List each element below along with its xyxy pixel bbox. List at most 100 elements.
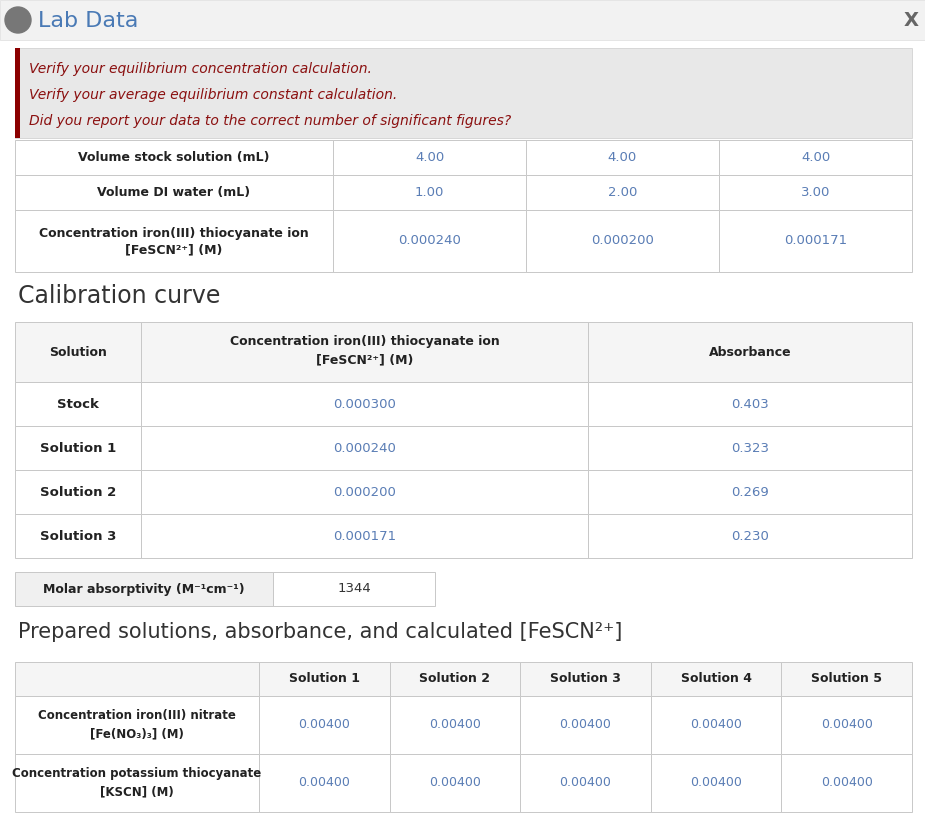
- Text: Stock: Stock: [57, 397, 99, 411]
- Bar: [15, 48, 912, 138]
- Bar: [526, 210, 719, 272]
- Text: 0.230: 0.230: [731, 529, 769, 543]
- Text: Solution 3: Solution 3: [40, 529, 117, 543]
- Text: [Fe(NO₃)₃] (M): [Fe(NO₃)₃] (M): [90, 727, 184, 741]
- Text: [KSCN] (M): [KSCN] (M): [100, 785, 174, 799]
- Bar: [526, 140, 719, 175]
- Text: 0.00400: 0.00400: [299, 718, 351, 732]
- Text: 4.00: 4.00: [801, 151, 830, 164]
- Bar: [15, 426, 141, 470]
- Text: 3.00: 3.00: [801, 186, 831, 199]
- Text: 0.000200: 0.000200: [591, 234, 654, 248]
- Text: Solution 1: Solution 1: [289, 673, 360, 685]
- Bar: [588, 382, 912, 426]
- Text: Concentration potassium thiocyanate: Concentration potassium thiocyanate: [12, 768, 262, 780]
- Text: 0.000240: 0.000240: [398, 234, 461, 248]
- Text: Verify your average equilibrium constant calculation.: Verify your average equilibrium constant…: [29, 88, 397, 102]
- Text: 2.00: 2.00: [608, 186, 637, 199]
- Text: 4.00: 4.00: [415, 151, 444, 164]
- Text: 0.403: 0.403: [732, 397, 769, 411]
- Bar: [333, 210, 526, 272]
- Text: [FeSCN²⁺] (M): [FeSCN²⁺] (M): [125, 244, 223, 256]
- Bar: [141, 322, 588, 382]
- Text: Lab Data: Lab Data: [38, 11, 139, 31]
- Bar: [719, 140, 912, 175]
- Bar: [273, 572, 435, 606]
- Text: Absorbance: Absorbance: [709, 345, 792, 359]
- Text: 0.000300: 0.000300: [333, 397, 396, 411]
- Bar: [141, 470, 588, 514]
- Bar: [259, 662, 389, 696]
- Bar: [389, 696, 520, 754]
- Text: Solution 2: Solution 2: [419, 673, 490, 685]
- Text: 1.00: 1.00: [414, 186, 444, 199]
- Bar: [651, 662, 782, 696]
- Text: Solution 2: Solution 2: [40, 486, 117, 498]
- Text: 0.000200: 0.000200: [333, 486, 396, 498]
- Text: Volume stock solution (mL): Volume stock solution (mL): [79, 151, 270, 164]
- Bar: [520, 754, 651, 812]
- Text: Solution 1: Solution 1: [40, 442, 117, 454]
- Text: Solution 4: Solution 4: [681, 673, 752, 685]
- Bar: [588, 426, 912, 470]
- Bar: [15, 48, 20, 138]
- Bar: [15, 470, 141, 514]
- Text: 0.000240: 0.000240: [333, 442, 396, 454]
- Text: 0.269: 0.269: [732, 486, 769, 498]
- Bar: [15, 514, 141, 558]
- Text: Molar absorptivity (M⁻¹cm⁻¹): Molar absorptivity (M⁻¹cm⁻¹): [43, 582, 245, 596]
- Text: Concentration iron(III) thiocyanate ion: Concentration iron(III) thiocyanate ion: [229, 335, 500, 349]
- Bar: [651, 754, 782, 812]
- Bar: [588, 514, 912, 558]
- Bar: [389, 662, 520, 696]
- Text: 4.00: 4.00: [608, 151, 637, 164]
- Text: Prepared solutions, absorbance, and calculated [FeSCN²⁺]: Prepared solutions, absorbance, and calc…: [18, 622, 623, 642]
- Text: 0.00400: 0.00400: [690, 718, 742, 732]
- Text: 1344: 1344: [337, 582, 371, 596]
- Bar: [389, 754, 520, 812]
- Bar: [141, 514, 588, 558]
- Text: 0.000171: 0.000171: [784, 234, 847, 248]
- Text: Concentration iron(III) nitrate: Concentration iron(III) nitrate: [38, 710, 236, 722]
- Text: 0.00400: 0.00400: [690, 776, 742, 790]
- Text: Verify your equilibrium concentration calculation.: Verify your equilibrium concentration ca…: [29, 62, 372, 76]
- Bar: [15, 696, 259, 754]
- Bar: [782, 696, 912, 754]
- Text: 0.00400: 0.00400: [299, 776, 351, 790]
- Bar: [15, 662, 259, 696]
- Text: 0.00400: 0.00400: [560, 718, 611, 732]
- Circle shape: [5, 7, 31, 33]
- Text: 0.00400: 0.00400: [820, 718, 872, 732]
- Bar: [15, 754, 259, 812]
- Text: Did you report your data to the correct number of significant figures?: Did you report your data to the correct …: [29, 114, 512, 128]
- Text: Solution 5: Solution 5: [811, 673, 882, 685]
- Bar: [526, 175, 719, 210]
- Text: [FeSCN²⁺] (M): [FeSCN²⁺] (M): [316, 354, 413, 366]
- Bar: [259, 754, 389, 812]
- Bar: [15, 322, 141, 382]
- Bar: [520, 696, 651, 754]
- Bar: [15, 572, 273, 606]
- Text: 0.00400: 0.00400: [429, 718, 481, 732]
- Text: 0.00400: 0.00400: [820, 776, 872, 790]
- Bar: [0, 0, 925, 40]
- Bar: [15, 382, 141, 426]
- Bar: [333, 140, 526, 175]
- Text: Concentration iron(III) thiocyanate ion: Concentration iron(III) thiocyanate ion: [39, 227, 309, 239]
- Bar: [782, 662, 912, 696]
- Bar: [15, 140, 333, 175]
- Text: Calibration curve: Calibration curve: [18, 284, 220, 308]
- Bar: [141, 382, 588, 426]
- Bar: [719, 210, 912, 272]
- Text: Solution: Solution: [49, 345, 107, 359]
- Text: Volume DI water (mL): Volume DI water (mL): [97, 186, 251, 199]
- Bar: [520, 662, 651, 696]
- Bar: [15, 210, 333, 272]
- Bar: [588, 322, 912, 382]
- Text: 0.00400: 0.00400: [429, 776, 481, 790]
- Bar: [719, 175, 912, 210]
- Text: 0.000171: 0.000171: [333, 529, 396, 543]
- Text: Solution 3: Solution 3: [550, 673, 621, 685]
- Bar: [141, 426, 588, 470]
- Text: 0.00400: 0.00400: [560, 776, 611, 790]
